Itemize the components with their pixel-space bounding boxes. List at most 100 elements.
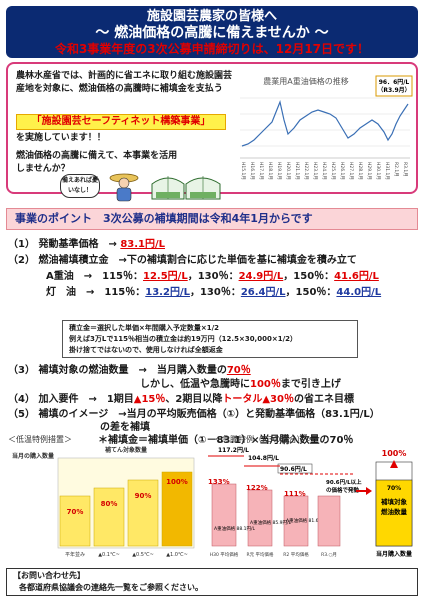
x-tick: H26.1月 [339,162,345,180]
trigger-price: 83.1円/L [120,239,166,250]
x-tick: H23.1月 [312,162,318,180]
kerosene-130: 26.4円/L [240,287,286,298]
item3-value: 70％ [226,365,251,376]
emergency-chart: 117.2円/L 104.8円/L 90.6円/L 133% 122% 111%… [208,447,413,558]
emer-bar-label-3: A重油価格 81.6円/L [286,517,328,524]
program-name-tag: 「施設園芸セーフティネット構築事業」 [16,114,226,130]
item4-first-target: ▲15％ [133,394,166,405]
low-temp-bar-2 [93,487,125,547]
banner-deadline: 令和3事業年度の3次公募申請締切りは、12月17日です！ [54,42,370,56]
x-tick: R3.1月 [402,162,408,177]
kerosene-150: 44.0円/L [336,287,382,298]
emer-side-label-2: 燃油数量 [381,507,408,516]
x-tick: H16.1月 [249,162,255,180]
price-callout-value: 96．6円/L [379,79,410,86]
price-callout-date: （R3.9月） [377,86,410,94]
x-tick: H28.1月 [357,162,363,180]
contact-title: 【お問い合わせ先】 [13,571,85,580]
kerosene-sep1: ，130％： [189,287,241,298]
farmer-illustration [109,173,139,202]
banner-line1: 施設園芸農家の皆様へ [146,9,277,24]
x-tick: H21.1月 [294,162,300,180]
emer-price-2: 104.8円/L [248,455,279,462]
intro-question: 燃油価格の高騰に備えて、本事業を活用しませんか？ [16,151,178,174]
emer-pct-3: 111% [284,490,306,498]
header-banner: 施設園芸農家の皆様へ ～ 燃油価格の高騰に備えませんか ～ 令和3事業年度の3次… [6,6,418,58]
low-temp-x-4: ▲1.0℃~ [166,552,188,558]
formula-line-2: 例えば3万Lで115％相当の積立金は約19万円（12.5×30,000×1/2） [69,335,297,343]
low-temp-chart: 当月の購入数量 補てん対象数量 70% 80% 90% 100% 平年並み ▲0… [12,446,195,558]
emer-bar-label-1: A重油価格 88.1円/L [214,525,256,532]
emer-side-pct: 70% [387,485,401,492]
x-tick: H22.1月 [303,162,309,180]
emer-side-label-1: 補填対象 [380,497,408,506]
speech-bubble: 備えあれば憂いなし！ [60,174,100,198]
low-temp-value-3: 90% [135,492,152,500]
low-temp-label: ＜低温特例措置＞ [8,435,72,444]
item1-label: （1） 発動基準価格 → [8,239,117,250]
formula-line-3: 掛け捨てではないので、使用しなければ全額返金 [69,346,223,354]
chart-title: 農業用A重油価格の推移 [263,76,348,86]
compensation-formula: ＊補填金＝補填単価（①－83.1）×当月購入数量の70％ [98,435,354,446]
emer-pct-1: 133% [208,478,230,486]
item4-total-target: トータル▲30％ [222,394,294,405]
x-tick: H17.1月 [258,162,264,180]
low-temp-value-4: 100% [166,478,188,486]
emer-bar-label-2: A重油価格 85.9円/L [250,519,292,526]
price-line [241,99,409,147]
item3-label: （3） 補填対象の燃油数量 → 当月購入数量の [8,365,227,376]
contact-body: 各都道府県協議会の連絡先一覧をご参照ください。 [19,583,203,592]
emer-price-1: 117.2円/L [218,447,249,454]
item-5: （5） 補填のイメージ →当月の平均販売価格（①）と発動基準価格（83.1円/L… [8,409,380,420]
item-3: （3） 補填対象の燃油数量 → 当月購入数量の70％ [8,364,251,377]
emergency-label: ＜急騰特例（R3の場合）＞ [214,435,313,444]
price-callout-box [375,75,413,97]
x-tick: H19.1月 [276,162,282,180]
kerosene-row: 灯 油 → 115％：13.2円/L，130％：26.4円/L，150％：44.… [46,286,381,299]
low-temp-x-1: 平年並み [65,551,85,558]
intro-box: 農林水産省では、計画的に省エネに取り組む施設園芸産地を対象に、燃油価格の高騰時に… [6,62,418,194]
a-heavy-oil-row: A重油 → 115％：12.5円/L，130％：24.9円/L，150％：41.… [46,270,379,283]
emer-bar-2 [247,489,273,547]
a-oil-sep2: ，150％： [283,271,335,282]
chart-grid [240,97,410,159]
emer-price-3: 90.6円/L [280,466,307,473]
x-tick: H30.1月 [375,162,381,180]
item3-sub-post: まで引き上げ [280,379,341,390]
x-tick: H27.1月 [348,162,354,180]
kerosene-sep2: ，150％： [285,287,337,298]
item3-sub-pre: しかし、低温や急騰時に [140,379,250,390]
x-tick: R2.1月 [393,162,399,177]
emer-arrow-icon [356,487,372,495]
intro-implement-text: を実施しています！！ [16,133,106,143]
points-header: 事業のポイント 3次公募の補填期間は令和4年1月からです [6,208,418,230]
x-tick-labels: H15.1月 H16.1月 H17.1月 H18.1月 H19.1月 H20.1… [240,162,408,180]
banner-line2: ～ 燃油価格の高騰に備えませんか ～ [95,25,329,41]
a-oil-115: 12.5円/L [143,271,188,282]
emer-bar-current [317,495,341,547]
greenhouse-illustration [151,176,221,200]
x-tick: H25.1月 [330,162,336,180]
item3-sub-value: 100％ [250,379,281,390]
emer-note-1: 90.6円/L以上 [326,478,362,486]
emer-x-1: H30 平均価格 [210,551,239,558]
low-temp-bar-4 [161,471,193,547]
kerosene-115: 13.2円/L [145,287,190,298]
low-temp-bar-1 [59,495,91,547]
low-temp-ylabel: 当月の購入数量 [12,452,54,460]
reserve-formula-box: 積立金＝選択した単価×年間購入予定数量×1/2 例えば3万Lで115％相当の積立… [62,320,358,358]
emer-bar-3 [283,495,309,547]
price-trend-chart: 農業用A重油価格の推移 96．6円/L （R3.9月） H15.1月 H16.1… [240,75,413,180]
a-oil-sep1: ，130％： [187,271,239,282]
a-oil-130: 24.9円/L [238,271,284,282]
item4-post: の省エネ目標 [293,394,354,405]
low-temp-bar-3 [127,479,159,547]
emer-top-pct: 100% [382,449,407,458]
low-temp-x-2: ▲0.1℃~ [98,552,120,558]
low-temp-value-2: 80% [101,500,118,508]
points-header-text: 事業のポイント 3次公募の補填期間は令和4年1月からです [15,212,313,225]
a-oil-150: 41.6円/L [334,271,379,282]
item-4: （4） 加入要件 → 1期目▲15％、2期目以降トータル▲30％の省エネ目標 [8,393,354,406]
emer-x-2: R元 平均価格 [246,551,274,558]
emer-bar-1 [211,483,237,547]
